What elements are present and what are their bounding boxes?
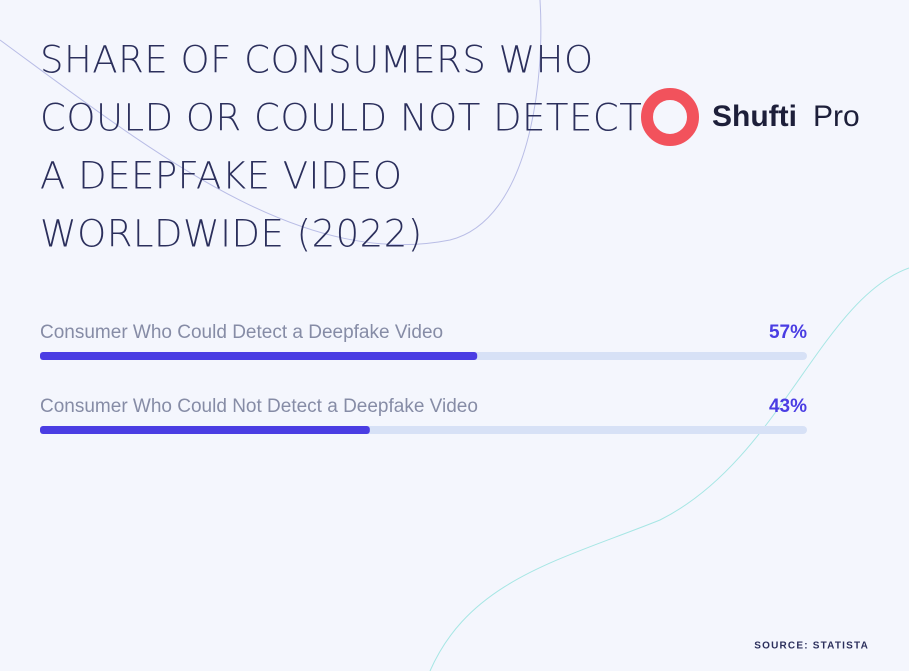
decor-curve bbox=[0, 0, 542, 246]
logo-icon bbox=[641, 88, 699, 146]
source: SOURCE: STATISTA bbox=[754, 641, 869, 652]
logo-text: Shufti bbox=[712, 100, 797, 133]
chart-title: SHARE OF CONSUMERS WHO bbox=[40, 39, 594, 82]
bar bbox=[40, 352, 478, 360]
category-label: Consumer Who Could Detect a Deepfake Vid… bbox=[40, 322, 443, 343]
value-label: 57% bbox=[769, 322, 807, 343]
chart-title: WORLDWIDE (2022) bbox=[40, 213, 423, 256]
bar bbox=[40, 426, 370, 434]
value-label: 43% bbox=[769, 396, 807, 417]
logo-text: Pro bbox=[813, 100, 860, 133]
chart-title: A DEEPFAKE VIDEO bbox=[40, 155, 402, 198]
decor-curve bbox=[429, 267, 909, 671]
chart-title: COULD OR COULD NOT DETECT bbox=[40, 97, 642, 140]
category-label: Consumer Who Could Not Detect a Deepfake… bbox=[40, 396, 478, 417]
